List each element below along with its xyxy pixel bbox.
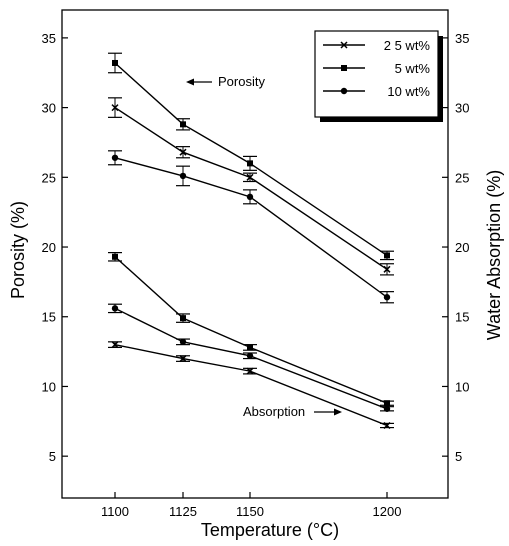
porosity-annotation: Porosity <box>186 74 265 89</box>
legend-label: 5 wt% <box>395 61 431 76</box>
y-tick-label-left: 35 <box>42 31 56 46</box>
legend-marker <box>340 41 348 49</box>
x-tick-label: 1150 <box>236 504 264 519</box>
y-tick-label-right: 25 <box>455 170 469 185</box>
data-point <box>246 173 254 181</box>
legend-label: 2 5 wt% <box>384 38 431 53</box>
data-point <box>383 294 391 301</box>
legend-entry: 5 wt% <box>323 61 430 76</box>
data-point <box>384 252 390 259</box>
data-point <box>247 344 253 351</box>
series-absorption-4 <box>108 252 394 407</box>
series-porosity-2 <box>108 97 394 276</box>
y-tick-label-right: 20 <box>455 240 469 255</box>
x-axis-title: Temperature (°C) <box>201 520 339 540</box>
absorption-annotation-label: Absorption <box>243 404 305 419</box>
series-line <box>114 256 388 404</box>
y-tick-label-right: 5 <box>455 449 462 464</box>
series-absorption-6 <box>108 341 394 430</box>
data-point <box>112 253 118 260</box>
porosity-annotation-label: Porosity <box>218 74 265 89</box>
data-point <box>179 172 187 180</box>
data-point <box>111 305 119 312</box>
y-tick-label-right: 10 <box>455 379 469 394</box>
series-line <box>114 307 388 410</box>
data-point <box>383 421 391 430</box>
data-point <box>179 148 187 156</box>
data-point <box>383 405 391 412</box>
absorption-annotation: Absorption <box>243 404 342 419</box>
series-line <box>114 107 388 270</box>
absorption-arrow-head <box>334 408 342 416</box>
legend-marker <box>340 87 348 95</box>
data-point <box>180 121 186 128</box>
y-tick-label-left: 5 <box>49 449 56 464</box>
y-tick-label-left: 25 <box>42 170 56 185</box>
data-point <box>111 104 119 112</box>
data-point <box>179 355 187 363</box>
y-tick-label-left: 15 <box>42 310 56 325</box>
data-point <box>112 59 118 66</box>
legend-entry: 10 wt% <box>323 84 430 99</box>
series-porosity-1 <box>108 52 394 261</box>
y-tick-label-right: 30 <box>455 101 469 116</box>
y-tick-label-right: 15 <box>455 310 469 325</box>
data-point <box>247 160 253 167</box>
legend-label: 10 wt% <box>387 84 430 99</box>
data-point <box>384 400 390 407</box>
y-tick-label-left: 20 <box>42 240 56 255</box>
y-tick-label-right: 35 <box>455 31 469 46</box>
series-line <box>114 343 388 427</box>
porosity-arrow-head <box>186 78 194 86</box>
data-point <box>383 265 391 273</box>
y-axis-title-left: Porosity (%) <box>8 201 28 299</box>
y-tick-label-left: 30 <box>42 101 56 116</box>
legend-marker <box>341 65 347 71</box>
legend: 2 5 wt% 5 wt% 10 wt% <box>314 30 443 122</box>
data-point <box>111 154 119 161</box>
series-line <box>114 157 388 298</box>
legend-entry: 2 5 wt% <box>323 38 430 53</box>
series-porosity-3 <box>108 150 394 304</box>
data-point <box>246 367 254 375</box>
x-tick-label: 1200 <box>373 504 402 519</box>
data-point <box>111 341 119 349</box>
series-absorption-5 <box>108 303 394 412</box>
data-point <box>246 352 254 359</box>
data-point <box>179 338 187 346</box>
data-point <box>180 315 186 322</box>
x-tick-label: 1100 <box>101 504 129 519</box>
x-tick-label: 1125 <box>169 504 197 519</box>
y-axis-title-right: Water Absorption (%) <box>484 170 504 340</box>
y-tick-label-left: 10 <box>42 379 56 394</box>
plot-frame <box>61 9 449 499</box>
series-line <box>114 62 388 256</box>
data-point <box>246 193 254 201</box>
